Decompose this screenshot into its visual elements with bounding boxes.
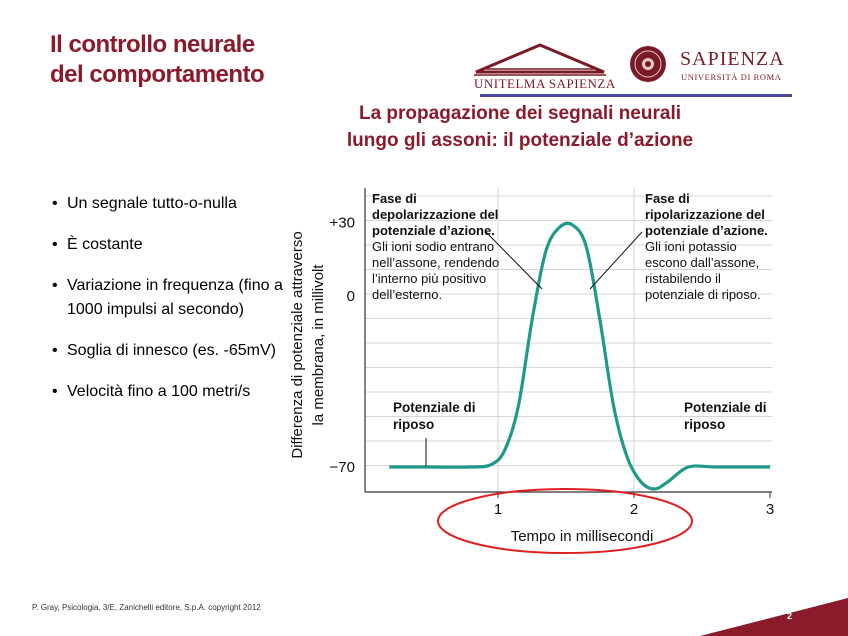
unitelma-label: UNITELMA SAPIENZA — [474, 76, 616, 91]
x-tick-label: 2 — [630, 501, 638, 518]
bullet-item: • Soglia di innesco (es. -65mV) — [50, 339, 290, 363]
chart-series — [389, 221, 770, 491]
bullet-dot-icon: • — [52, 342, 58, 359]
y-axis-label-line-1: Differenza di potenziale attraverso — [289, 231, 306, 458]
bullet-item: • Variazione in frequenza (fino a 1000 im… — [50, 274, 290, 322]
slide-title: Il controllo neurale del comportamento — [50, 30, 265, 90]
subtitle-line-1: La propagazione dei segnali neurali — [358, 103, 682, 124]
resting-potential-right-label: Potenziale di riposo — [684, 400, 767, 432]
action-potential-line — [389, 221, 770, 491]
x-axis-highlight-ellipse — [437, 488, 693, 554]
bullet-dot-icon: • — [52, 236, 58, 253]
bullet-dot-icon: • — [52, 277, 58, 294]
sapienza-sublabel: UNIVERSITÀ DI ROMA — [681, 72, 782, 82]
chart-grid — [365, 188, 772, 492]
bullet-dot-icon: • — [52, 195, 58, 212]
title-line-1: Il controllo neurale — [50, 31, 255, 58]
x-tick-label: 3 — [766, 501, 774, 518]
depolarization-annotation: Fase di depolarizzazione del potenziale … — [372, 191, 543, 302]
chart-axes — [364, 188, 772, 493]
page-corner-shape — [700, 598, 848, 636]
footer-credit: P. Gray, Psicologia, 3/E, Zanichelli edi… — [32, 603, 261, 612]
repolarization-annotation: Fase di ripolarizzazione del potenziale … — [589, 191, 768, 302]
x-axis-label: Tempo in millisecondi — [511, 528, 654, 545]
repolarization-text: Gli ioni potassio escono dall’assone, ri… — [645, 239, 761, 302]
sapienza-label: SAPIENZA — [680, 48, 785, 70]
slide-subtitle: La propagazione dei segnali neurali lung… — [200, 100, 840, 154]
bullet-item: • È costante — [50, 233, 290, 257]
subtitle-line-2: lungo gli assoni: il potenziale d’azione — [346, 130, 694, 151]
bullet-dot-icon: • — [52, 383, 58, 400]
y-axis-label-line-2: la membrana, in millivolt — [310, 264, 327, 426]
depolarization-text: Gli ioni sodio entrano nell’assone, rend… — [372, 239, 500, 302]
y-tick-label: 0 — [347, 288, 355, 305]
y-tick-label: +30 — [330, 215, 355, 232]
bullet-list: • Un segnale tutto-o-nulla • È costante • V… — [50, 192, 290, 421]
title-line-2: del comportamento — [50, 61, 265, 88]
sapienza-logo: SAPIENZA UNIVERSITÀ DI ROMA — [628, 42, 788, 92]
depolarization-title: Fase di depolarizzazione del potenziale … — [372, 191, 499, 238]
page-number: 2 — [787, 611, 793, 621]
sapienza-seal-icon — [630, 46, 666, 82]
header-divider — [480, 94, 792, 97]
bullet-item: • Un segnale tutto-o-nulla — [50, 192, 290, 216]
depolarization-leader-line — [485, 231, 543, 290]
y-tick-label: −70 — [330, 459, 355, 476]
resting-potential-left-label: Potenziale di riposo — [393, 400, 476, 432]
bullet-item: • Velocità fino a 100 metri/s — [50, 380, 290, 404]
repolarization-title: Fase di ripolarizzazione del potenziale … — [645, 191, 768, 238]
chart-ticks: +30 0 −70 1 2 3 — [330, 215, 775, 518]
unitelma-logo: UNITELMA SAPIENZA — [470, 42, 615, 94]
repolarization-leader-line — [589, 231, 643, 290]
x-tick-label: 1 — [494, 501, 502, 518]
unitelma-pediment-icon — [474, 43, 606, 76]
